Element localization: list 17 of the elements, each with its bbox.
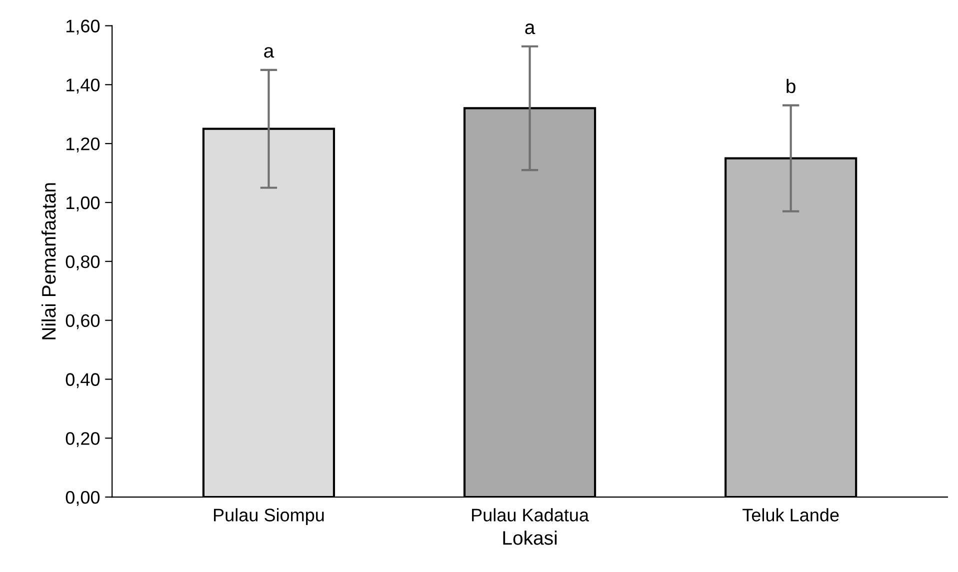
annotation: a xyxy=(264,47,274,58)
y-tick-label: 1,60 xyxy=(66,20,100,35)
y-tick-label: 0,00 xyxy=(66,491,100,506)
x-axis-title: Lokasi xyxy=(503,530,557,545)
y-axis-title: Nilai Pemanfaatan xyxy=(41,183,56,340)
y-tick-label: 0,80 xyxy=(66,255,100,270)
y-tick-label: 0,60 xyxy=(66,314,100,330)
y-tick-label: 1,40 xyxy=(66,78,100,94)
x-tick-label: Teluk Lande xyxy=(742,508,839,522)
x-tick-label: Pulau Siompu xyxy=(214,508,324,526)
y-tick-label: 0,40 xyxy=(66,373,100,388)
annotation: b xyxy=(786,78,796,94)
y-tick-label: 0,20 xyxy=(66,432,100,448)
x-tick-label: Pulau Kadatua xyxy=(472,508,590,522)
y-tick-label: 1,00 xyxy=(66,196,100,212)
y-tick-label: 1,20 xyxy=(66,138,100,152)
annotation: a xyxy=(525,24,536,34)
